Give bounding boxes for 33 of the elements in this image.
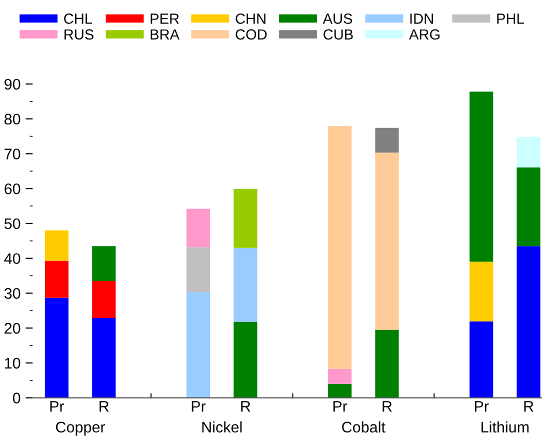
legend-label: AUS <box>322 14 352 24</box>
legend-label: ARG <box>409 29 440 40</box>
y-tick-label: 40 <box>4 253 20 264</box>
legend-label: RUS <box>64 29 94 40</box>
y-tick-label: 20 <box>4 322 20 334</box>
legend-label: BRA <box>150 29 180 40</box>
y-tick-label: 10 <box>5 358 20 369</box>
y-tick-label: 50 <box>4 218 20 230</box>
legend-label: IDN <box>410 14 433 24</box>
x-tick-label: Pr <box>333 401 348 412</box>
x-tick-label: R <box>382 401 392 412</box>
legend-label: COD <box>236 29 267 40</box>
y-tick-label: 60 <box>4 183 20 194</box>
legend-label: PHL <box>497 14 524 24</box>
legend-label: PER <box>150 14 179 24</box>
y-tick-label: 30 <box>4 288 20 299</box>
x-tick-label: R <box>241 401 250 412</box>
x-tick-label: Pr <box>50 401 64 412</box>
y-tick-label: 80 <box>4 114 20 125</box>
y-tick-label: 90 <box>4 78 20 90</box>
legend-label: CHN <box>236 14 266 24</box>
x-tick-label: Pr <box>192 401 206 412</box>
x-tick-label: Pr <box>474 401 489 412</box>
x-tick-label: R <box>524 401 534 412</box>
legend-label: CHL <box>64 14 92 24</box>
text: Nickel <box>202 421 242 433</box>
text: Cobalt <box>342 421 386 433</box>
y-tick-label: 70 <box>4 148 20 160</box>
y-tick-label: 0 <box>12 392 20 404</box>
text: Copper <box>56 422 106 436</box>
text: Lithium <box>482 421 529 433</box>
legend-label: CUB <box>324 29 353 40</box>
x-tick-label: R <box>100 401 109 412</box>
